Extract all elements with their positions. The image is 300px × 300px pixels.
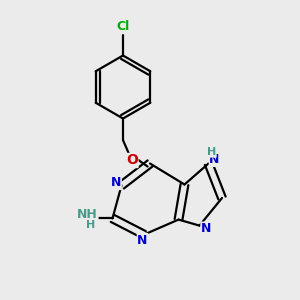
Text: N: N [209,153,220,167]
Text: H: H [207,147,216,157]
Text: N: N [137,233,148,247]
Text: Cl: Cl [116,20,130,34]
Text: N: N [111,176,121,190]
Text: O: O [126,154,138,167]
Text: NH: NH [77,208,98,221]
Text: H: H [86,220,95,230]
Text: N: N [201,222,211,235]
